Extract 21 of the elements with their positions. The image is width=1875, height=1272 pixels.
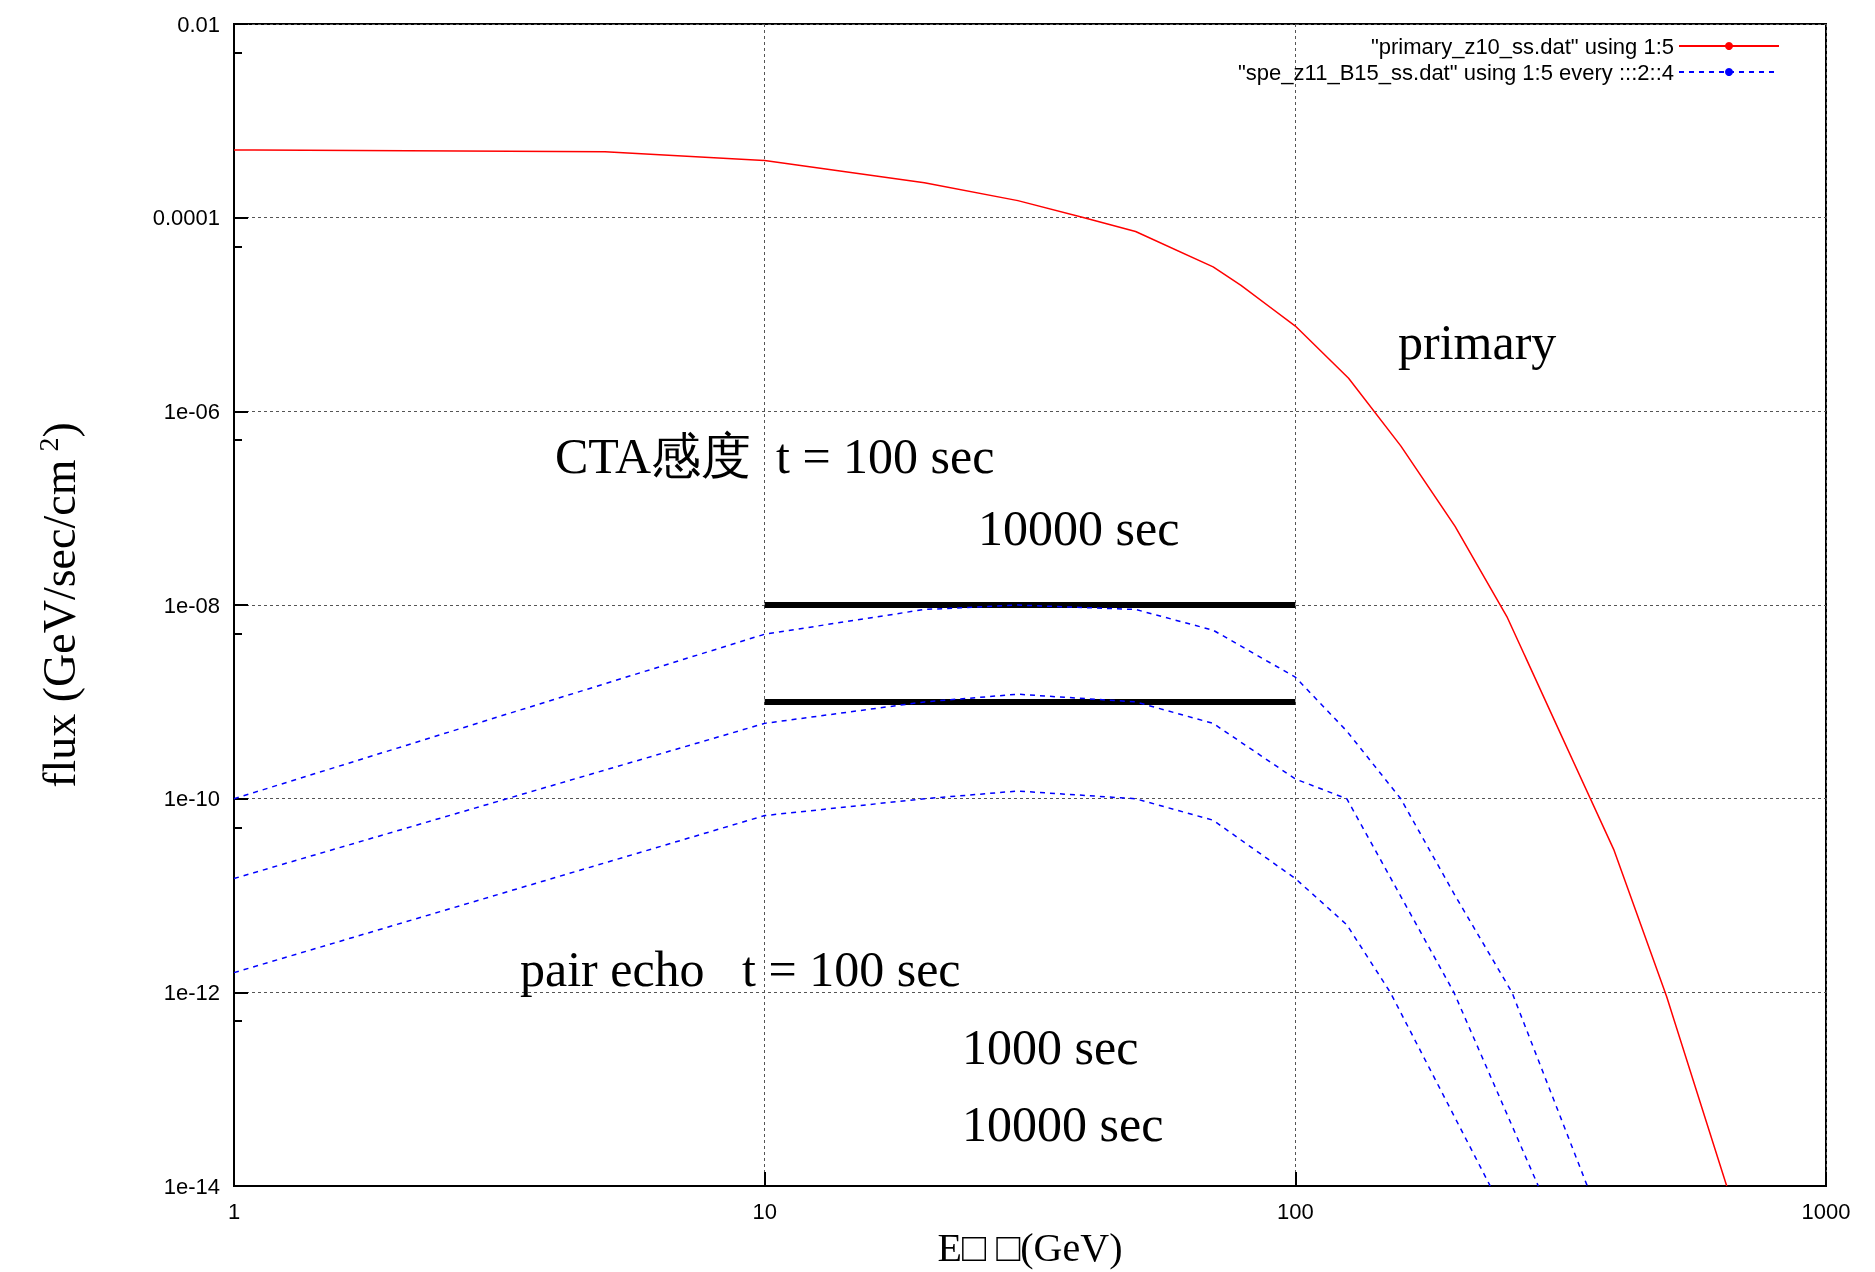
y-tick-label: 1e-06 <box>163 398 220 424</box>
y-tick-label: 1e-12 <box>163 979 220 1005</box>
x-axis-title: E□ □(GeV) <box>937 1224 1123 1270</box>
x-tick-label: 100 <box>1276 1198 1314 1224</box>
y-tick-label: 1e-14 <box>163 1173 220 1199</box>
legend-label: "spe_z11_B15_ss.dat" using 1:5 every :::2::4 <box>1238 59 1674 85</box>
annotation: 1000 sec <box>962 1019 1139 1075</box>
annotation: 10000 sec <box>978 500 1180 556</box>
y-tick-label: 1e-10 <box>163 786 220 812</box>
legend-label: "primary_z10_ss.dat" using 1:5 <box>1371 33 1674 59</box>
annotation: primary <box>1398 314 1557 370</box>
annotation: pair echo t = 100 sec <box>520 941 961 997</box>
annotation: 10000 sec <box>962 1096 1164 1152</box>
x-tick-label: 10 <box>752 1198 777 1224</box>
y-axis-title: flux (GeV/sec/cm2) <box>32 422 85 788</box>
annotation: CTA感度 t = 100 sec <box>555 428 995 484</box>
x-tick-label: 1000 <box>1801 1198 1851 1224</box>
y-tick-label: 1e-08 <box>163 592 220 618</box>
y-tick-label: 0.01 <box>177 11 220 37</box>
y-tick-label: 0.0001 <box>152 205 220 231</box>
x-tick-label: 1 <box>227 1198 241 1224</box>
